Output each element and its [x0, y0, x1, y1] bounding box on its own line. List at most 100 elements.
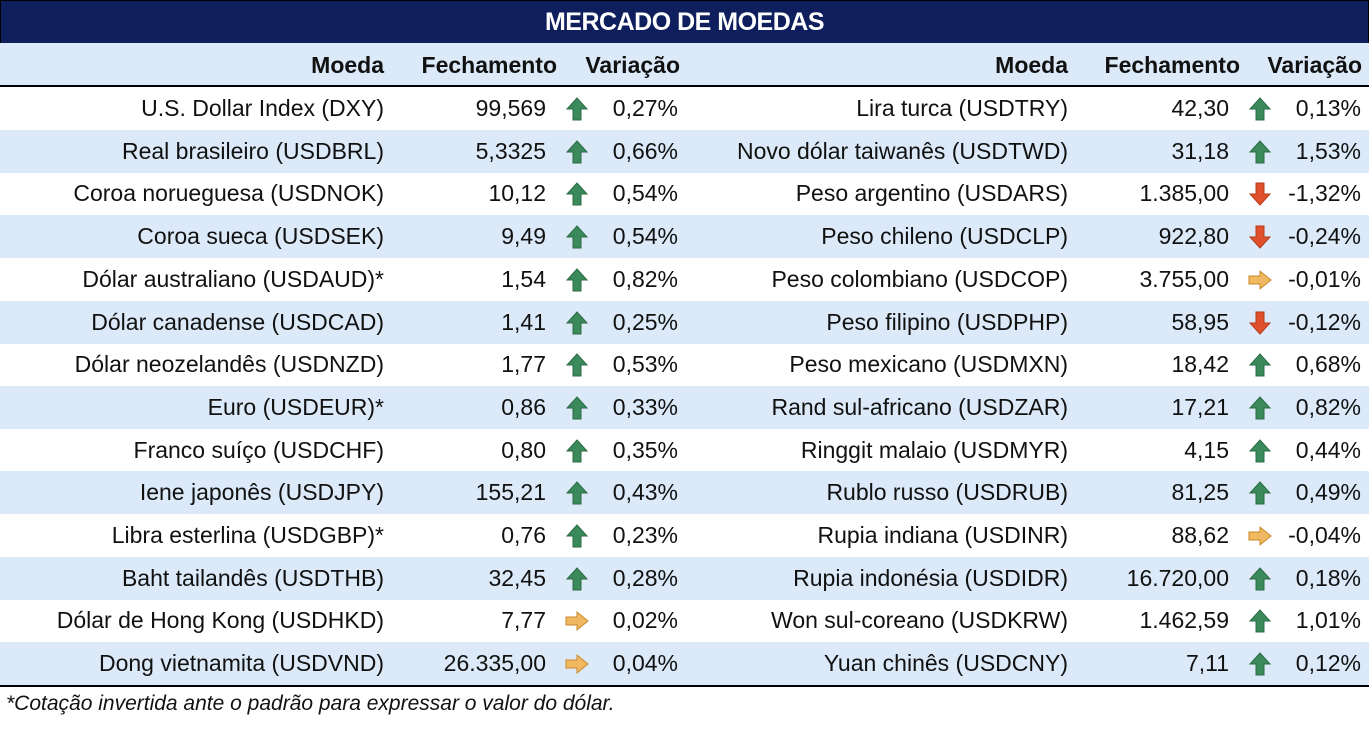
currency-name: Peso argentino (USDARS) — [795, 180, 1068, 207]
closing-value: 1.462,59 — [1139, 607, 1229, 634]
change-percent: 0,35% — [612, 436, 678, 463]
table-row: Iene japonês (USDJPY) 155,21 0,43% Rublo ru… — [0, 471, 1369, 515]
currency-name: Yuan chinês (USDCNY) — [823, 650, 1068, 677]
closing-value: 5,3325 — [475, 137, 546, 164]
currency-name: Won sul-coreano (USDKRW) — [771, 607, 1068, 634]
header-moeda-left: Moeda — [311, 52, 384, 78]
change-percent: 0,28% — [612, 564, 678, 591]
change-percent: 1,01% — [1295, 607, 1361, 634]
closing-value: 17,21 — [1171, 393, 1229, 420]
currency-name: Rand sul-africano (USDZAR) — [771, 393, 1068, 420]
change-percent: 0,53% — [612, 351, 678, 378]
up-arrow-icon — [565, 310, 589, 335]
currency-name: Peso colombiano (USDCOP) — [771, 265, 1068, 292]
up-arrow-icon — [1248, 97, 1272, 121]
change-percent: 0,25% — [612, 308, 678, 335]
up-arrow-icon — [565, 139, 589, 164]
currency-name: Rublo russo (USDRUB) — [826, 479, 1068, 506]
closing-value: 4,15 — [1184, 436, 1229, 463]
change-percent: 0,18% — [1295, 564, 1361, 591]
currency-name: Euro (USDEUR)* — [207, 393, 384, 420]
currency-name: Coroa sueca (USDSEK) — [137, 223, 384, 250]
closing-value: 922,80 — [1158, 223, 1229, 250]
currency-name: Dólar neozelandês (USDNZD) — [74, 351, 384, 378]
table-title: MERCADO DE MOEDAS — [544, 7, 825, 36]
change-percent: 1,53% — [1295, 137, 1361, 164]
change-percent: 0,27% — [612, 95, 678, 121]
change-percent: 0,66% — [612, 137, 678, 164]
change-percent: 0,43% — [612, 479, 678, 506]
up-arrow-icon — [565, 182, 589, 206]
currency-name: Peso chileno (USDCLP) — [821, 223, 1068, 250]
table-header-row: Moeda Fechamento Variação Moeda Fechamen… — [0, 43, 1369, 87]
closing-value: 10,12 — [488, 180, 546, 207]
change-percent: 0,54% — [612, 180, 678, 207]
up-arrow-icon — [1248, 566, 1272, 591]
closing-value: 1,77 — [501, 351, 546, 378]
table-bottom-rule — [0, 685, 1369, 687]
closing-value: 1.385,00 — [1139, 180, 1229, 207]
currency-name: Novo dólar taiwanês (USDTWD) — [736, 137, 1068, 164]
table-row: Euro (USDEUR)* 0,86 0,33% Rand sul-africano… — [0, 385, 1369, 429]
table-row: Dólar neozelandês (USDNZD) 1,77 0,53% Peso … — [0, 343, 1369, 386]
closing-value: 58,95 — [1171, 308, 1229, 335]
up-arrow-icon — [565, 225, 589, 249]
currency-name: U.S. Dollar Index (DXY) — [141, 95, 384, 121]
header-variacao-right: Variação — [1267, 52, 1362, 78]
currency-name: Baht tailandês (USDTHB) — [121, 564, 384, 591]
change-percent: 0,44% — [1295, 436, 1361, 463]
currency-name: Libra esterlina (USDGBP)* — [111, 522, 384, 548]
currency-name: Dólar australiano (USDAUD)* — [82, 265, 384, 292]
closing-value: 16.720,00 — [1126, 564, 1229, 591]
header-fechamento-right: Fechamento — [1104, 52, 1240, 78]
change-percent: 0,33% — [612, 393, 678, 420]
currency-name: Rupia indiana (USDINR) — [817, 522, 1068, 548]
change-percent: 0,82% — [612, 265, 678, 292]
table-row: Franco suíço (USDCHF) 0,80 0,35% Ringgit ma… — [0, 429, 1369, 472]
table-row: Real brasileiro (USDBRL) 5,3325 0,66% Novo … — [0, 129, 1369, 173]
closing-value: 9,49 — [501, 223, 546, 250]
currency-name: Dólar canadense (USDCAD) — [91, 308, 384, 335]
closing-value: 32,45 — [488, 564, 546, 591]
footnote: *Cotação invertida ante o padrão para ex… — [6, 692, 615, 715]
up-arrow-icon — [565, 97, 589, 121]
up-arrow-icon — [565, 353, 589, 377]
change-percent: -0,24% — [1288, 223, 1361, 250]
currency-name: Franco suíço (USDCHF) — [133, 436, 384, 463]
table-row: Baht tailandês (USDTHB) 32,45 0,28% Rupia i… — [0, 556, 1369, 600]
table-row: Coroa norueguesa (USDNOK) 10,12 0,54% Peso … — [0, 172, 1369, 215]
up-arrow-icon — [1248, 396, 1272, 420]
up-arrow-icon — [565, 566, 589, 591]
table-row: Dólar canadense (USDCAD) 1,41 0,25% Peso fi… — [0, 300, 1369, 344]
right-arrow-icon — [565, 652, 589, 676]
up-arrow-icon — [565, 268, 589, 292]
closing-value: 99,569 — [475, 95, 546, 121]
closing-value: 7,77 — [501, 607, 546, 634]
closing-value: 155,21 — [475, 479, 546, 506]
currency-name: Dólar de Hong Kong (USDHKD) — [56, 607, 384, 634]
closing-value: 1,54 — [501, 265, 546, 292]
currency-name: Peso filipino (USDPHP) — [826, 308, 1068, 335]
up-arrow-icon — [1248, 609, 1272, 633]
up-arrow-icon — [1248, 652, 1272, 676]
right-arrow-icon — [565, 609, 589, 633]
change-percent: -0,01% — [1288, 265, 1361, 292]
closing-value: 0,80 — [501, 436, 546, 463]
change-percent: 0,12% — [1295, 650, 1361, 677]
currency-name: Lira turca (USDTRY) — [856, 95, 1068, 121]
closing-value: 42,30 — [1171, 95, 1229, 121]
up-arrow-icon — [565, 438, 589, 463]
change-percent: 0,68% — [1295, 351, 1361, 378]
right-arrow-icon — [1248, 524, 1272, 548]
closing-value: 81,25 — [1171, 479, 1229, 506]
closing-value: 0,86 — [501, 393, 546, 420]
closing-value: 88,62 — [1171, 522, 1229, 548]
header-fechamento-left: Fechamento — [421, 52, 557, 78]
change-percent: -1,32% — [1288, 180, 1361, 207]
down-arrow-icon — [1248, 182, 1272, 207]
currency-name: Rupia indonésia (USDIDR) — [793, 564, 1068, 591]
header-variacao-left: Variação — [585, 52, 680, 78]
currency-name: Iene japonês (USDJPY) — [139, 479, 384, 506]
change-percent: -0,04% — [1288, 522, 1361, 548]
table-row: Dólar australiano (USDAUD)* 1,54 0,82% Peso… — [0, 258, 1369, 301]
